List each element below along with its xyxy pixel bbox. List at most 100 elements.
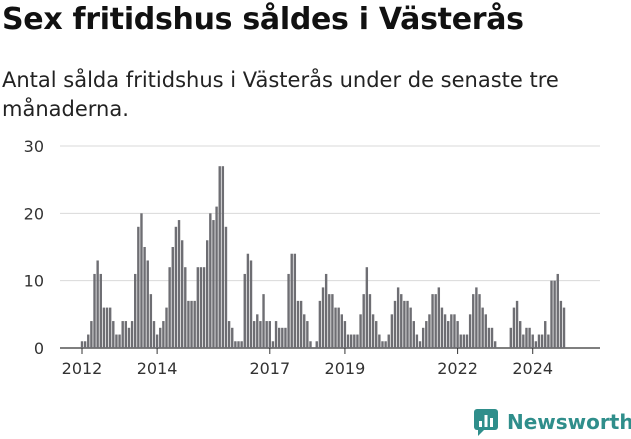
- bar: [206, 240, 209, 348]
- bar: [315, 341, 318, 348]
- bar: [105, 307, 109, 348]
- bar: [459, 334, 462, 348]
- bar: [515, 300, 519, 348]
- bar: [90, 321, 93, 348]
- bar: [137, 226, 140, 348]
- bar: [375, 321, 378, 348]
- bar: [412, 321, 415, 348]
- bar: [368, 294, 372, 348]
- bar: [159, 327, 162, 348]
- bar: [102, 307, 106, 348]
- bar: [262, 294, 265, 348]
- bar: [168, 267, 171, 348]
- bar: [428, 314, 431, 348]
- bar: [409, 307, 412, 348]
- bar: [306, 321, 309, 348]
- bar: [381, 341, 384, 348]
- bar: [174, 226, 178, 348]
- bar: [418, 341, 422, 348]
- bar: [387, 334, 390, 348]
- bar: [112, 321, 115, 348]
- bar: [406, 300, 409, 348]
- bar: [453, 314, 456, 348]
- bar: [456, 321, 459, 348]
- bar: [434, 294, 437, 348]
- bar: [180, 240, 184, 348]
- bar: [118, 334, 121, 348]
- bar: [334, 307, 337, 348]
- y-tick-label: 30: [24, 137, 44, 156]
- bar: [396, 287, 400, 348]
- bar: [177, 220, 181, 348]
- bar: [340, 314, 343, 348]
- y-tick-label: 10: [24, 272, 44, 291]
- bar: [478, 294, 481, 348]
- bar: [540, 334, 544, 348]
- bar: [390, 314, 394, 348]
- bar: [149, 294, 153, 348]
- bar: [318, 300, 322, 348]
- x-tick-label: 2022: [437, 359, 478, 378]
- bar: [547, 334, 550, 348]
- bar: [309, 341, 312, 348]
- bar: [421, 327, 425, 348]
- bar: [281, 327, 284, 348]
- bar: [371, 314, 375, 348]
- bar: [528, 327, 531, 348]
- bar: [218, 166, 221, 348]
- bar: [468, 314, 472, 348]
- bar: [431, 294, 434, 348]
- bar: [490, 327, 494, 348]
- x-tick-label: 2019: [325, 359, 366, 378]
- bar: [296, 300, 300, 348]
- bar: [378, 334, 381, 348]
- bar: [475, 287, 478, 348]
- bar: [365, 267, 369, 348]
- bar: [271, 341, 275, 348]
- bar: [199, 267, 203, 348]
- bar: [277, 327, 281, 348]
- newsworthy-logo: Newsworthy: [474, 406, 631, 438]
- bar: [484, 314, 487, 348]
- x-tick-label: 2012: [62, 359, 103, 378]
- bar: [359, 314, 362, 348]
- bar: [249, 260, 253, 348]
- bar: [224, 226, 228, 348]
- bar: [124, 321, 128, 348]
- bar: [268, 321, 271, 348]
- bar: [184, 267, 187, 348]
- bar: [140, 213, 143, 348]
- bar: [440, 307, 444, 348]
- bar: [290, 253, 293, 348]
- bar: [550, 280, 553, 348]
- bar: [152, 321, 156, 348]
- bar: [346, 334, 350, 348]
- bar: [234, 341, 237, 348]
- bar-value-label: 6: [578, 128, 588, 132]
- bar: [553, 280, 556, 348]
- bar: [562, 307, 566, 348]
- bar: [415, 334, 419, 348]
- bar: [349, 334, 353, 348]
- bar: [165, 307, 168, 348]
- bar: [80, 341, 84, 348]
- bar: [215, 206, 218, 348]
- bar: [362, 294, 365, 348]
- bar: [121, 321, 124, 348]
- bar: [493, 341, 497, 348]
- bar: [450, 314, 453, 348]
- bar: [534, 341, 538, 348]
- bar: [531, 334, 534, 348]
- x-tick-label: 2014: [137, 359, 178, 378]
- bar: [403, 300, 406, 348]
- bar: [96, 260, 99, 348]
- bar: [134, 273, 137, 348]
- bar: [143, 247, 146, 348]
- bar: [202, 267, 206, 348]
- bar: [115, 334, 118, 348]
- bar: [243, 273, 246, 348]
- y-tick-label: 0: [34, 339, 44, 358]
- bar: [246, 253, 250, 348]
- bar: [284, 327, 287, 348]
- bar: [252, 321, 256, 348]
